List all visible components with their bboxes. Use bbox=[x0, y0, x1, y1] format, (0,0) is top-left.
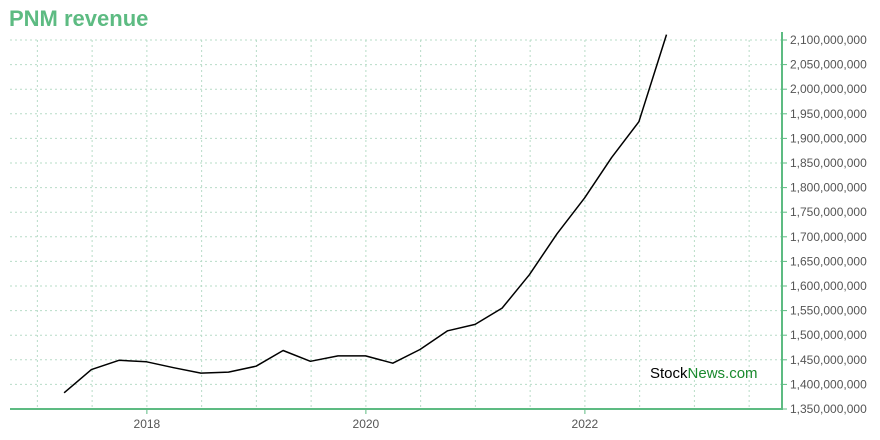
y-tick-label: 1,550,000,000 bbox=[790, 304, 867, 318]
y-tick-label: 1,400,000,000 bbox=[790, 377, 867, 391]
watermark-stock: Stock bbox=[650, 365, 688, 382]
y-tick-label: 1,850,000,000 bbox=[790, 156, 867, 170]
y-tick-label: 2,000,000,000 bbox=[790, 82, 867, 96]
y-tick-label: 1,750,000,000 bbox=[790, 205, 867, 219]
series-group bbox=[63, 34, 668, 394]
y-tick-label: 1,500,000,000 bbox=[790, 328, 867, 342]
y-tick-label: 1,350,000,000 bbox=[790, 402, 867, 416]
grid-lines bbox=[10, 39, 782, 410]
watermark-com: .com bbox=[725, 365, 758, 382]
y-tick-labels: 1,350,000,000 1,400,000,000 1,450,000,000 1… bbox=[790, 33, 867, 416]
revenue-series-line bbox=[63, 34, 668, 394]
x-tick-label: 2020 bbox=[353, 417, 380, 431]
y-tick-label: 1,800,000,000 bbox=[790, 181, 867, 195]
y-tick-label: 1,450,000,000 bbox=[790, 353, 867, 367]
y-tick-label: 1,700,000,000 bbox=[790, 230, 867, 244]
stocknews-watermark: StockNews.com bbox=[650, 365, 758, 382]
y-tick-label: 2,050,000,000 bbox=[790, 58, 867, 72]
axes bbox=[10, 32, 787, 414]
y-tick-label: 1,950,000,000 bbox=[790, 107, 867, 121]
x-tick-labels: 2018 2020 2022 bbox=[134, 417, 599, 431]
watermark-news: News bbox=[687, 365, 726, 382]
y-tick-label: 1,600,000,000 bbox=[790, 279, 867, 293]
x-tick-label: 2018 bbox=[134, 417, 161, 431]
y-tick-label: 1,900,000,000 bbox=[790, 131, 867, 145]
x-tick-label: 2022 bbox=[572, 417, 599, 431]
chart-title: PNM revenue bbox=[9, 6, 149, 31]
y-tick-label: 2,100,000,000 bbox=[790, 33, 867, 47]
y-tick-label: 1,650,000,000 bbox=[790, 254, 867, 268]
